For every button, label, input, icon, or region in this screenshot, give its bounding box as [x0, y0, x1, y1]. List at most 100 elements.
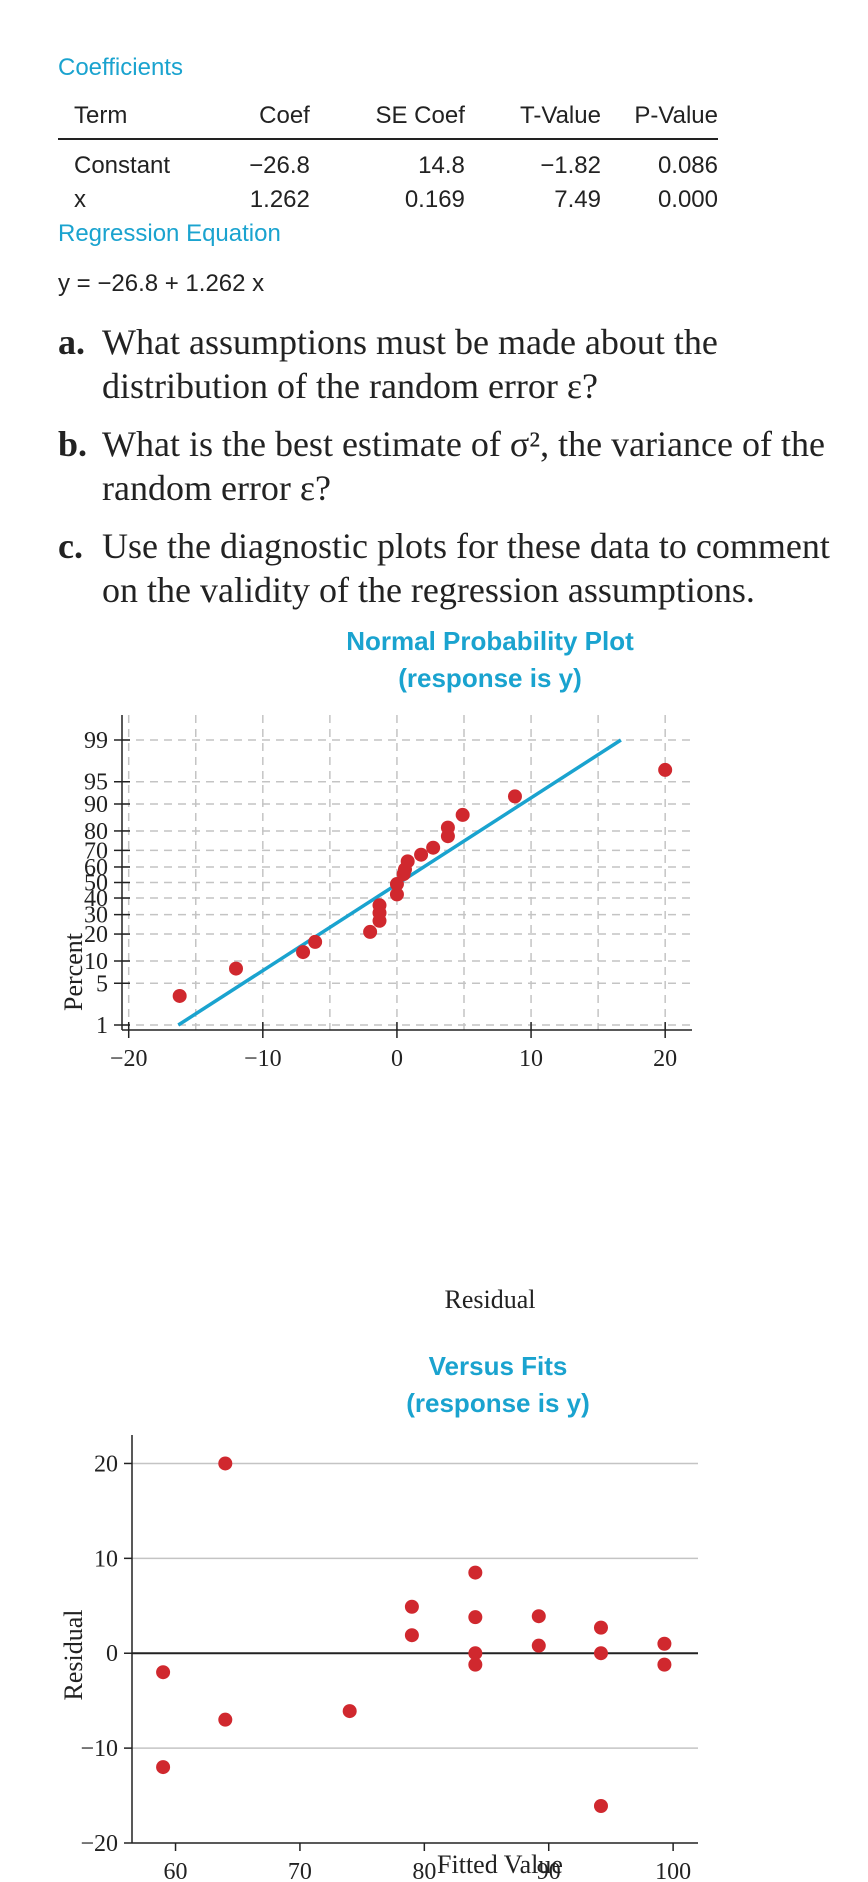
data-point [363, 924, 378, 939]
data-point [531, 1638, 546, 1653]
table-cell: 7.49 [554, 186, 601, 213]
data-point [593, 1620, 608, 1635]
table-cell: −1.82 [540, 152, 601, 179]
data-point [657, 1657, 672, 1672]
y-tick-label: 20 [94, 1451, 118, 1477]
data-point [156, 1760, 171, 1775]
y-tick-label: 80 [84, 819, 108, 845]
y-tick-label: 40 [84, 886, 108, 912]
question-letter: c. [58, 526, 83, 566]
column-header-se-coef: SE Coef [309, 96, 465, 140]
x-tick-label: −10 [244, 1046, 282, 1072]
y-tick-label: 70 [84, 838, 108, 864]
data-point [468, 1610, 483, 1625]
column-header-term: Term [58, 96, 212, 140]
y-tick-label: 20 [84, 922, 108, 948]
y-tick-label: −20 [80, 1831, 118, 1857]
question-letter: a. [58, 322, 85, 362]
table-cell: 0.000 [657, 186, 718, 213]
x-axis-label: Fitted Value [437, 1850, 563, 1879]
table-row: Constant −26.8 14.8 −1.82 0.086 [58, 139, 718, 182]
data-point [172, 988, 187, 1003]
x-axis-label: Residual [445, 1285, 536, 1314]
chart-subtitle: (response is y) [406, 1388, 590, 1418]
y-tick-label: 60 [84, 855, 108, 881]
data-point [468, 1565, 483, 1580]
data-point [229, 961, 243, 976]
y-tick-label: 30 [84, 903, 108, 929]
y-tick-label: 90 [84, 792, 108, 818]
versus-fits-plot: Versus Fits (response is y) −20 −10 0 10 20 6… [59, 1351, 698, 1882]
data-point [404, 1599, 419, 1614]
data-point [218, 1456, 233, 1471]
question-text: What is the best estimate of σ², the var… [102, 424, 825, 508]
question-b: b. What is the best estimate of σ², the … [58, 422, 858, 510]
table-cell: 0.086 [657, 152, 718, 179]
y-tick-label: 1 [96, 1013, 108, 1039]
regression-equation: y = −26.8 + 1.262 x [58, 270, 265, 297]
table-row: x 1.262 0.169 7.49 0.000 [58, 182, 718, 216]
y-tick-label: 50 [84, 871, 108, 897]
data-point [400, 854, 415, 869]
data-point [657, 1636, 672, 1651]
data-point [658, 762, 673, 777]
x-tick-label: 20 [653, 1046, 677, 1072]
chart-title: Versus Fits [429, 1351, 568, 1381]
data-point [389, 887, 404, 902]
chart-title: Normal Probability Plot [346, 626, 634, 656]
table-cell: 1.262 [249, 186, 310, 213]
y-axis-label: Percent [59, 932, 88, 1011]
data-point [308, 934, 323, 949]
data-point [414, 847, 429, 862]
table-cell: Constant [74, 152, 171, 179]
coefficients-heading: Coefficients [58, 54, 183, 81]
table-header-row: Term Coef SE Coef T-Value P-Value [58, 96, 718, 140]
table-cell: x [74, 186, 86, 213]
data-point [156, 1665, 171, 1680]
column-header-t-value: T-Value [464, 96, 601, 140]
y-tick-label: 10 [94, 1546, 118, 1572]
data-point [593, 1646, 608, 1661]
data-point [296, 945, 311, 960]
column-header-coef: Coef [211, 96, 310, 140]
y-tick-label: 99 [84, 728, 108, 754]
data-point [507, 789, 522, 804]
x-tick-label: 60 [164, 1859, 188, 1882]
data-point [593, 1798, 608, 1813]
question-a: a. What assumptions must be made about t… [58, 320, 858, 408]
x-tick-label: 90 [537, 1859, 561, 1882]
data-point [426, 840, 441, 855]
x-tick-label: 100 [655, 1859, 691, 1882]
y-axis-label: Residual [59, 1610, 88, 1701]
x-tick-label: 70 [288, 1859, 312, 1882]
y-tick-label: 95 [84, 770, 108, 796]
data-point [372, 898, 387, 913]
data-point [404, 1628, 419, 1643]
normal-probability-plot: Normal Probability Plot (response is y) … [59, 626, 692, 1314]
question-text: What assumptions must be made about the … [102, 322, 718, 406]
question-c: c. Use the diagnostic plots for these da… [58, 524, 858, 612]
regression-equation-heading: Regression Equation [58, 220, 281, 247]
data-point [218, 1712, 233, 1727]
data-point [455, 807, 470, 822]
question-list: a. What assumptions must be made about t… [58, 320, 858, 626]
x-tick-label: −20 [110, 1046, 148, 1072]
x-tick-label: 10 [519, 1046, 543, 1072]
data-point [440, 820, 455, 835]
y-tick-label: 0 [106, 1641, 118, 1667]
question-text: Use the diagnostic plots for these data … [102, 526, 830, 610]
data-point [389, 877, 404, 892]
table-cell: 14.8 [418, 152, 465, 179]
table-cell: −26.8 [249, 152, 310, 179]
data-point [342, 1704, 357, 1719]
chart-subtitle: (response is y) [398, 663, 582, 693]
y-tick-label: 10 [84, 949, 108, 975]
y-tick-label: −10 [80, 1736, 118, 1762]
question-letter: b. [58, 424, 88, 464]
coefficients-table: Term Coef SE Coef T-Value P-Value Consta… [58, 96, 718, 216]
data-point [531, 1609, 546, 1624]
table-cell: 0.169 [404, 186, 465, 213]
y-tick-label: 5 [96, 971, 108, 997]
data-point [468, 1646, 483, 1661]
column-header-p-value: P-Value [600, 96, 718, 140]
